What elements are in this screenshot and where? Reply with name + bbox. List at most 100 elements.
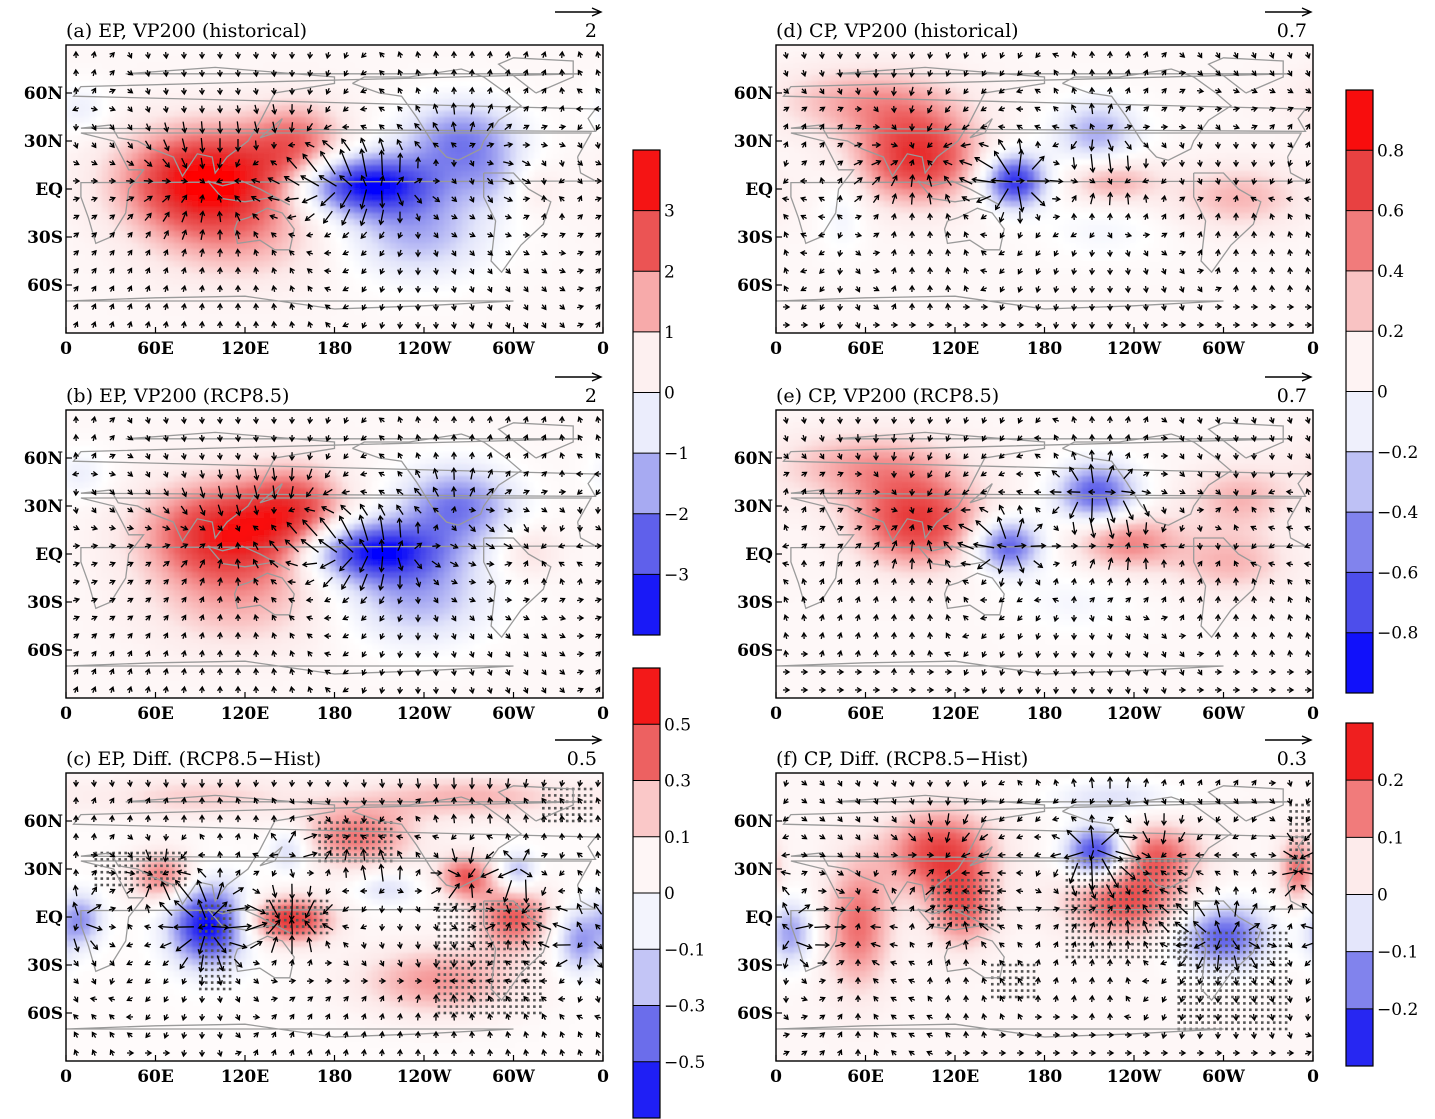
x-tick-b-3: 180 <box>317 704 353 724</box>
ref-vector-a: 2 <box>555 7 603 42</box>
panel-f: (f) CP, Diff. (RCP8.5−Hist) 0.3 0 60E 120E 18… <box>734 735 1319 1087</box>
field-e <box>776 410 1313 698</box>
y-tick-f-1: 30N <box>734 860 773 880</box>
colorbar-box-cb2-7 <box>633 1061 660 1119</box>
x-tick-a-0: 0 <box>60 339 72 359</box>
colorbar-box-cb3-5 <box>1346 391 1373 453</box>
colorbar-label-cb4-4: −0.2 <box>1377 1000 1418 1020</box>
x-tick-f-5: 60W <box>1202 1067 1246 1087</box>
colorbar-label-cb1-3: 0 <box>664 384 675 404</box>
colorbar-box-cb1-0 <box>633 150 660 212</box>
x-tick-b-1: 60E <box>137 704 174 724</box>
ref-vector-b: 2 <box>555 372 603 407</box>
ref-vector-label-a: 2 <box>585 20 597 42</box>
y-tick-e-2: EQ <box>745 545 773 565</box>
colorbar-box-cb4-5 <box>1346 1008 1373 1067</box>
x-tick-c-1: 60E <box>137 1067 174 1087</box>
colorbar-box-cb1-2 <box>633 271 660 333</box>
coastlines-e <box>776 422 1307 675</box>
colorbar-box-cb4-1 <box>1346 780 1373 838</box>
ref-vector-e: 0.7 <box>1265 372 1313 407</box>
colorbar-label-cb3-6: −0.4 <box>1377 503 1418 523</box>
coastlines-a <box>66 57 597 310</box>
y-tick-d-3: 30S <box>737 228 773 248</box>
colorbar-label-cb2-2: 0.1 <box>664 828 691 848</box>
colorbar-label-cb4-0: 0.2 <box>1377 771 1404 791</box>
x-tick-c-0: 0 <box>60 1067 72 1087</box>
colorbar-box-cb4-4 <box>1346 951 1373 1010</box>
colorbar-label-cb1-1: 2 <box>664 262 675 282</box>
x-tick-f-2: 120E <box>931 1067 979 1087</box>
colorbar-label-cb3-1: 0.6 <box>1377 202 1404 222</box>
colorbar-box-cb3-7 <box>1346 512 1373 573</box>
x-tick-e-1: 60E <box>847 704 884 724</box>
y-tick-b-0: 60N <box>24 449 63 469</box>
y-tick-c-0: 60N <box>24 812 63 832</box>
vectors-e <box>781 415 1313 695</box>
colorbar-label-cb3-3: 0.2 <box>1377 322 1404 342</box>
panel-e: (e) CP, VP200 (RCP8.5) 0.7 0 60E 120E 180 120W… <box>734 372 1319 724</box>
coastlines-b <box>66 422 597 675</box>
x-tick-e-6: 0 <box>1307 704 1319 724</box>
ref-vector-c: 0.5 <box>555 735 603 770</box>
colorbar-cb2: 0.5 0.3 0.1 0 −0.1 −0.3 −0.5 <box>632 667 705 1119</box>
title-c: (c) EP, Diff. (RCP8.5−Hist) <box>66 748 321 770</box>
y-tick-a-4: 60S <box>27 276 63 296</box>
colorbar-box-cb2-1 <box>633 724 660 781</box>
x-tick-b-2: 120E <box>221 704 269 724</box>
vectors-b <box>71 415 603 695</box>
colorbar-label-cb3-4: 0 <box>1377 383 1388 403</box>
y-tick-e-4: 60S <box>737 641 773 661</box>
y-tick-e-1: 30N <box>734 497 773 517</box>
x-tick-f-3: 180 <box>1027 1067 1063 1087</box>
title-f: (f) CP, Diff. (RCP8.5−Hist) <box>776 748 1028 770</box>
colorbar-label-cb2-5: −0.3 <box>664 997 705 1017</box>
colorbar-box-cb3-8 <box>1346 572 1373 634</box>
y-tick-c-4: 60S <box>27 1004 63 1024</box>
colorbar-label-cb2-0: 0.5 <box>664 715 691 735</box>
y-tick-a-3: 30S <box>27 228 63 248</box>
y-tick-a-0: 60N <box>24 84 63 104</box>
x-tick-e-5: 60W <box>1202 704 1246 724</box>
colorbar-box-cb4-2 <box>1346 837 1373 895</box>
x-tick-b-4: 120W <box>397 704 452 724</box>
y-tick-b-3: 30S <box>27 593 63 613</box>
colorbar-box-cb2-3 <box>633 836 660 894</box>
x-tick-c-2: 120E <box>221 1067 269 1087</box>
colorbar-box-cb1-6 <box>633 513 660 575</box>
colorbar-label-cb1-0: 3 <box>664 202 675 222</box>
y-tick-a-2: EQ <box>35 180 63 200</box>
ref-vector-label-f: 0.3 <box>1277 748 1307 770</box>
ref-vector-label-d: 0.7 <box>1277 20 1307 42</box>
colorbar-label-cb3-7: −0.6 <box>1377 563 1418 583</box>
x-tick-f-6: 0 <box>1307 1067 1319 1087</box>
y-tick-a-1: 30N <box>24 132 63 152</box>
y-tick-b-1: 30N <box>24 497 63 517</box>
colorbar-cb3: 0.8 0.6 0.4 0.2 0 −0.2 −0.4 −0.6 −0.8 <box>1345 89 1418 694</box>
panel-d: (d) CP, VP200 (historical) 0.7 0 60E 120E 180… <box>734 7 1319 359</box>
colorbar-box-cb3-0 <box>1346 90 1373 151</box>
title-a: (a) EP, VP200 (historical) <box>66 20 307 42</box>
x-tick-a-2: 120E <box>221 339 269 359</box>
x-tick-d-0: 0 <box>770 339 782 359</box>
x-tick-d-6: 0 <box>1307 339 1319 359</box>
colorbar-label-cb1-6: −3 <box>664 565 689 585</box>
y-tick-b-2: EQ <box>35 545 63 565</box>
field-b <box>66 410 603 698</box>
colorbar-label-cb3-8: −0.8 <box>1377 624 1418 644</box>
colorbar-label-cb4-2: 0 <box>1377 886 1388 906</box>
x-tick-d-1: 60E <box>847 339 884 359</box>
colorbar-box-cb1-4 <box>633 392 660 454</box>
colorbar-box-cb1-3 <box>633 331 660 393</box>
ref-vector-label-c: 0.5 <box>567 748 597 770</box>
vectors-f <box>780 776 1313 1057</box>
x-tick-d-2: 120E <box>931 339 979 359</box>
y-tick-d-4: 60S <box>737 276 773 296</box>
y-tick-e-3: 30S <box>737 593 773 613</box>
field-f <box>776 773 1313 1061</box>
y-tick-f-2: EQ <box>745 908 773 928</box>
x-tick-f-0: 0 <box>770 1067 782 1087</box>
colorbar-label-cb1-5: −2 <box>664 505 689 525</box>
colorbar-label-cb2-4: −0.1 <box>664 940 705 960</box>
colorbar-box-cb3-6 <box>1346 451 1373 513</box>
